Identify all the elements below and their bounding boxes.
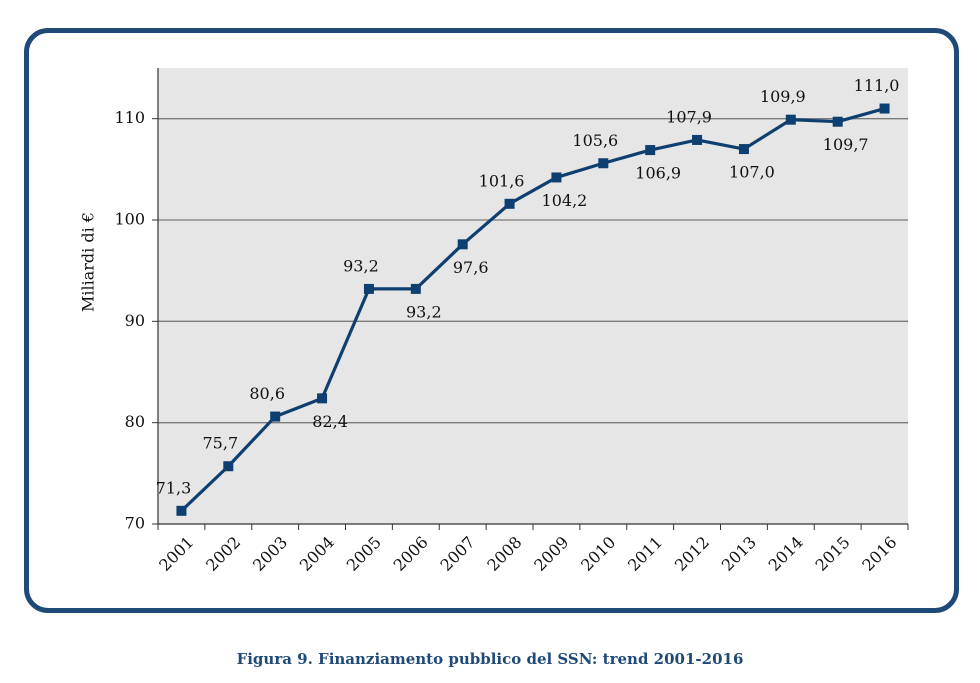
data-label: 111,0 xyxy=(854,76,900,95)
data-labels: 71,3 75,7 80,6 82,4 93,2 93,2 97,6 101,6 104,2 10… xyxy=(156,76,900,497)
data-label: 75,7 xyxy=(203,434,239,453)
data-point xyxy=(645,145,656,156)
data-point xyxy=(504,198,515,209)
x-tick-label: 2002 xyxy=(202,533,244,575)
data-label: 93,2 xyxy=(406,302,442,321)
data-point xyxy=(363,283,374,294)
x-tick-label: 2015 xyxy=(811,533,853,575)
data-label: 80,6 xyxy=(249,384,285,403)
data-label: 93,2 xyxy=(343,256,379,275)
plot-area xyxy=(158,68,908,524)
data-label: 82,4 xyxy=(312,412,348,431)
data-point xyxy=(598,158,609,169)
x-tick-label: 2010 xyxy=(577,533,619,575)
x-tick-label: 2008 xyxy=(483,533,525,575)
x-tick-label: 2016 xyxy=(858,533,900,575)
x-tick-label: 2005 xyxy=(343,533,385,575)
data-point xyxy=(317,393,328,404)
x-tick-label: 2013 xyxy=(718,533,760,575)
data-label: 107,9 xyxy=(666,107,712,126)
gridlines xyxy=(158,118,908,424)
data-point xyxy=(551,172,562,183)
data-series xyxy=(176,103,890,516)
y-tick-label: 100 xyxy=(114,210,145,229)
data-label: 101,6 xyxy=(479,171,525,190)
data-point xyxy=(223,461,234,472)
x-tick-label: 2007 xyxy=(436,533,478,575)
data-label: 105,6 xyxy=(572,131,618,150)
data-label: 106,9 xyxy=(635,164,681,183)
y-tick-label: 110 xyxy=(114,108,145,127)
data-label: 71,3 xyxy=(156,478,192,497)
data-label: 107,0 xyxy=(729,163,775,182)
y-tick-label: 80 xyxy=(125,412,145,431)
data-point xyxy=(176,505,187,516)
y-tick-label: 70 xyxy=(125,514,145,533)
y-axis-label: Miliardi di € xyxy=(79,212,98,312)
x-tick-label: 2006 xyxy=(390,533,432,575)
y-axis-ticks: 70 80 90 100 110 xyxy=(114,108,158,533)
data-point xyxy=(457,239,468,250)
figure-caption: Figura 9. Finanziamento pubblico del SSN… xyxy=(236,650,744,668)
data-point xyxy=(879,103,890,114)
x-tick-label: 2004 xyxy=(296,533,338,575)
data-label: 109,7 xyxy=(823,135,869,154)
y-tick-label: 90 xyxy=(125,311,145,330)
data-label: 104,2 xyxy=(542,191,588,210)
data-label: 97,6 xyxy=(453,258,489,277)
data-point xyxy=(738,144,749,155)
data-point xyxy=(410,283,421,294)
x-tick-label: 2009 xyxy=(530,533,572,575)
data-point xyxy=(270,411,281,422)
x-tick-label: 2011 xyxy=(624,533,666,575)
data-label: 109,9 xyxy=(760,87,806,106)
data-point xyxy=(832,116,843,127)
x-tick-label: 2014 xyxy=(765,533,807,575)
x-axis-ticks: 2001 2002 2003 2004 2005 2006 2007 2008 2009 2010… xyxy=(155,524,909,575)
data-point xyxy=(785,114,796,125)
x-tick-label: 2003 xyxy=(249,533,291,575)
series-line xyxy=(180,106,885,512)
data-point xyxy=(692,134,703,145)
x-tick-label: 2012 xyxy=(671,533,713,575)
x-tick-label: 2001 xyxy=(155,533,197,575)
